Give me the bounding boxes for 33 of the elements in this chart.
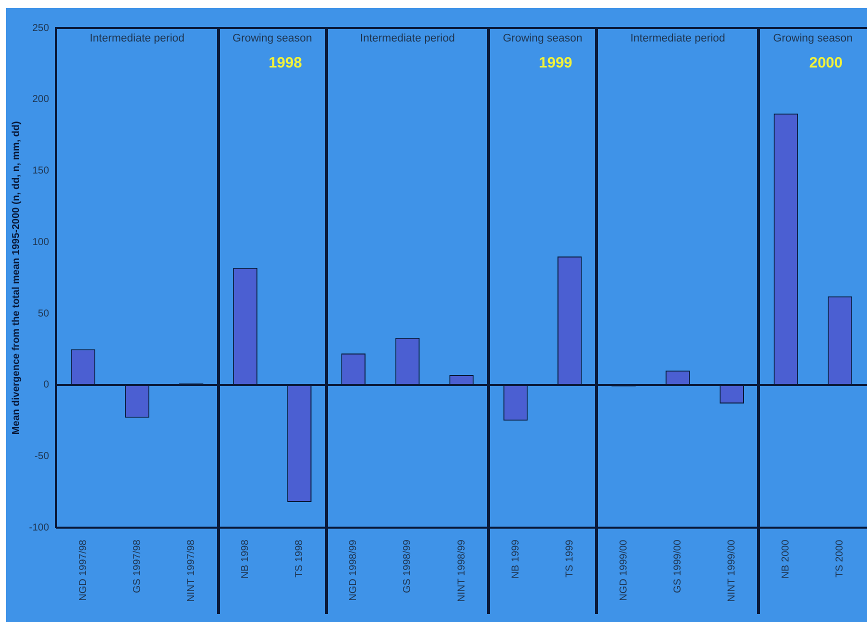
y-tick-label: 200 <box>32 94 50 106</box>
y-tick-label: 150 <box>32 166 50 177</box>
x-tick-label: NGD 1998/99 <box>348 539 360 601</box>
annotation: Intermediate period <box>90 32 185 45</box>
y-tick-label: -50 <box>34 451 50 462</box>
annotation: Growing season <box>502 32 582 45</box>
x-tick-label: TS 1999 <box>564 539 576 578</box>
annotation: 1998 <box>268 54 302 72</box>
x-tick-label: GS 1999/00 <box>672 539 684 594</box>
x-tick-label: GS 1997/98 <box>132 539 143 594</box>
x-tick-label: NB 2000 <box>780 539 792 579</box>
x-tick-label: NINT 1997/98 <box>186 539 197 602</box>
x-tick-label: NB 1999 <box>510 539 522 579</box>
y-tick-label: 50 <box>38 308 50 320</box>
annotation: Growing season <box>232 32 312 45</box>
annotation: Growing season <box>773 32 853 45</box>
x-tick-label: NGD 1999/00 <box>618 539 630 601</box>
y-tick-label: 0 <box>43 380 50 391</box>
y-axis-title: Mean divergence from the total mean 1995-2000 (n, dd, n, mm, dd) <box>10 121 22 435</box>
annotation: 1999 <box>538 54 572 72</box>
x-tick-label: TS 1998 <box>294 539 306 578</box>
x-tick-label: NGD 1997/98 <box>78 539 89 601</box>
x-tick-label: NINT 1998/99 <box>456 539 468 602</box>
x-tick-label: NB 1998 <box>240 539 251 579</box>
annotation: Intermediate period <box>360 32 455 45</box>
x-tick-label: NINT 1999/00 <box>726 539 738 602</box>
annotation: Intermediate period <box>630 32 726 45</box>
y-tick-label: 100 <box>32 236 50 248</box>
x-tick-label: TS 2000 <box>834 539 846 578</box>
annotation: 2000 <box>809 54 843 72</box>
y-tick-label: 250 <box>32 22 50 34</box>
x-tick-label: GS 1998/99 <box>402 539 414 594</box>
y-tick-label: -100 <box>29 522 50 534</box>
